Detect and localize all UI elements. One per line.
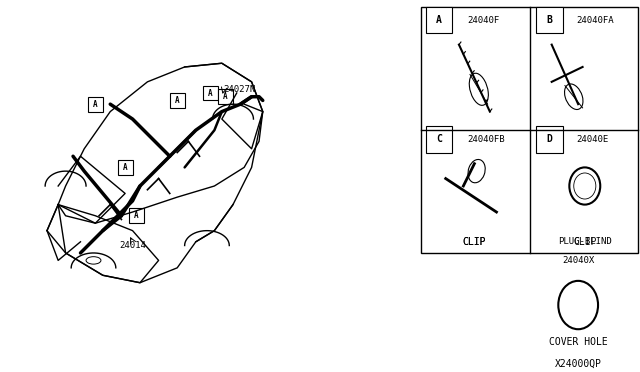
Text: 24027N: 24027N <box>224 85 256 94</box>
Text: 24040FA: 24040FA <box>576 16 614 25</box>
FancyBboxPatch shape <box>426 7 452 33</box>
Bar <box>421 7 638 253</box>
FancyBboxPatch shape <box>129 208 144 223</box>
Text: C: C <box>436 135 442 144</box>
FancyBboxPatch shape <box>536 126 563 153</box>
Text: A: A <box>93 100 98 109</box>
FancyBboxPatch shape <box>536 7 563 33</box>
FancyBboxPatch shape <box>170 93 185 108</box>
FancyBboxPatch shape <box>118 160 132 175</box>
Text: 24040E: 24040E <box>576 135 608 144</box>
FancyBboxPatch shape <box>88 97 103 112</box>
Text: A: A <box>209 89 213 97</box>
Text: COVER HOLE: COVER HOLE <box>549 337 607 347</box>
Text: 24014: 24014 <box>119 241 146 250</box>
Text: PLUG-BLIND: PLUG-BLIND <box>558 237 612 246</box>
Ellipse shape <box>468 160 485 183</box>
Text: CLIP: CLIP <box>463 237 486 247</box>
Ellipse shape <box>558 281 598 329</box>
Ellipse shape <box>574 173 596 199</box>
Text: A: A <box>223 92 228 101</box>
Text: A: A <box>123 163 127 172</box>
Text: D: D <box>547 135 552 144</box>
Text: 24040FB: 24040FB <box>468 135 506 144</box>
Text: CLIP: CLIP <box>463 237 486 247</box>
Text: 24040F: 24040F <box>468 16 500 25</box>
Text: CLIP: CLIP <box>573 237 596 247</box>
Text: 24040X: 24040X <box>562 256 595 265</box>
FancyBboxPatch shape <box>204 86 218 100</box>
FancyBboxPatch shape <box>218 89 233 104</box>
Ellipse shape <box>570 167 600 205</box>
FancyBboxPatch shape <box>426 126 452 153</box>
Ellipse shape <box>564 84 583 109</box>
Text: A: A <box>436 16 442 25</box>
Ellipse shape <box>469 73 488 105</box>
Text: A: A <box>134 211 139 220</box>
Text: X24000QP: X24000QP <box>555 358 602 368</box>
Text: A: A <box>175 96 179 105</box>
Text: B: B <box>547 16 552 25</box>
